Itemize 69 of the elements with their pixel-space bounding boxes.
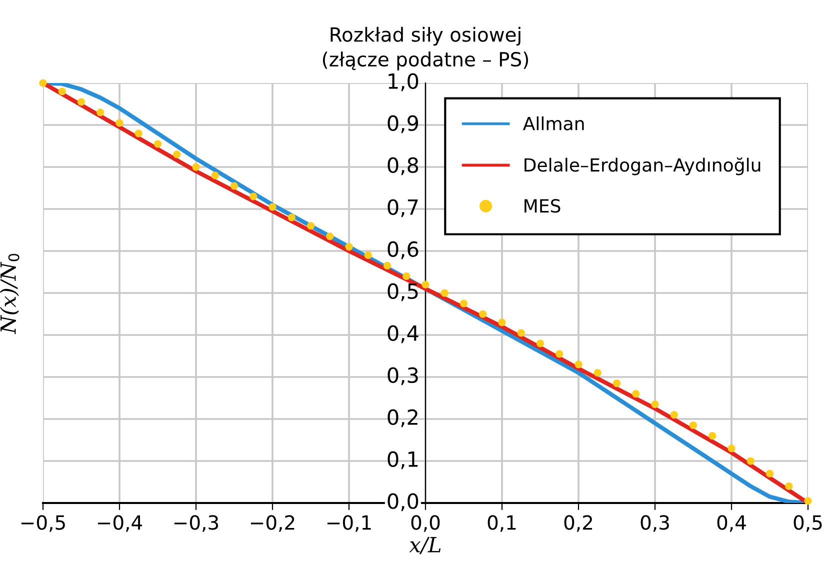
y-tick-label: 0,6 xyxy=(388,241,418,260)
point xyxy=(651,400,659,408)
point xyxy=(345,242,353,251)
point xyxy=(804,497,812,505)
point xyxy=(479,310,487,318)
point xyxy=(268,203,276,211)
point xyxy=(192,163,200,171)
point xyxy=(689,421,698,430)
point xyxy=(594,368,602,377)
x-tick-label: −0,3 xyxy=(174,515,218,532)
point xyxy=(211,172,219,180)
legend-label: MES xyxy=(524,199,560,213)
y-tick-label: 1,0 xyxy=(388,73,418,92)
x-tick-label: 0,0 xyxy=(411,515,440,532)
point xyxy=(422,280,430,288)
point xyxy=(785,482,793,490)
legend-label: Allman xyxy=(522,116,584,130)
y-tick-label: 0,3 xyxy=(388,367,418,386)
chart-title: Rozkład siły osiowej (złącze podatne – PS) xyxy=(322,26,528,70)
x-tick-label: 0,3 xyxy=(640,515,669,532)
x-tick-label: −0,4 xyxy=(98,515,142,532)
x-tick-label: 0,1 xyxy=(488,515,516,532)
point xyxy=(670,410,678,419)
point xyxy=(326,232,334,240)
point xyxy=(632,390,640,398)
point xyxy=(116,119,124,127)
point xyxy=(728,444,736,452)
point xyxy=(173,150,181,158)
point xyxy=(154,140,162,148)
legend-label: Delale–Erdogan–Aydınoğlu xyxy=(524,157,760,176)
x-tick-label: −0,2 xyxy=(250,515,294,532)
point xyxy=(250,192,258,200)
point xyxy=(556,350,564,358)
point xyxy=(708,432,716,440)
point xyxy=(402,272,410,280)
point xyxy=(746,457,754,465)
x-tick-label: −0,5 xyxy=(21,515,65,532)
point xyxy=(96,108,104,116)
point xyxy=(364,251,372,260)
y-tick-label: 0,4 xyxy=(388,325,418,344)
point xyxy=(498,318,506,326)
point xyxy=(612,379,621,388)
point xyxy=(536,340,544,348)
point xyxy=(230,182,238,190)
x-tick-label: 0,5 xyxy=(794,515,822,532)
point xyxy=(574,360,582,368)
y-tick-label: 0,2 xyxy=(388,409,418,428)
point xyxy=(517,329,525,337)
point xyxy=(288,214,296,222)
x-axis-title: x/L xyxy=(409,537,441,554)
point xyxy=(383,262,392,270)
point xyxy=(766,470,774,478)
point xyxy=(77,98,86,106)
y-tick-label: 0,0 xyxy=(388,493,418,512)
y-tick-label: 0,5 xyxy=(388,283,418,302)
y-tick-label: 0,1 xyxy=(388,451,418,470)
y-tick-label: 0,9 xyxy=(388,115,418,134)
x-tick-label: 0,2 xyxy=(564,515,592,532)
point xyxy=(58,88,66,96)
point xyxy=(440,289,448,297)
y-axis-title: N(x)/N$_{0}$ xyxy=(0,254,20,334)
x-tick-label: 0,4 xyxy=(717,515,746,532)
point xyxy=(306,222,315,230)
x-tick-label: −0,1 xyxy=(327,515,371,532)
point xyxy=(134,130,142,138)
point xyxy=(39,79,47,87)
point xyxy=(460,300,468,308)
y-tick-label: 0,7 xyxy=(388,199,418,218)
y-tick-label: 0,8 xyxy=(388,157,418,176)
